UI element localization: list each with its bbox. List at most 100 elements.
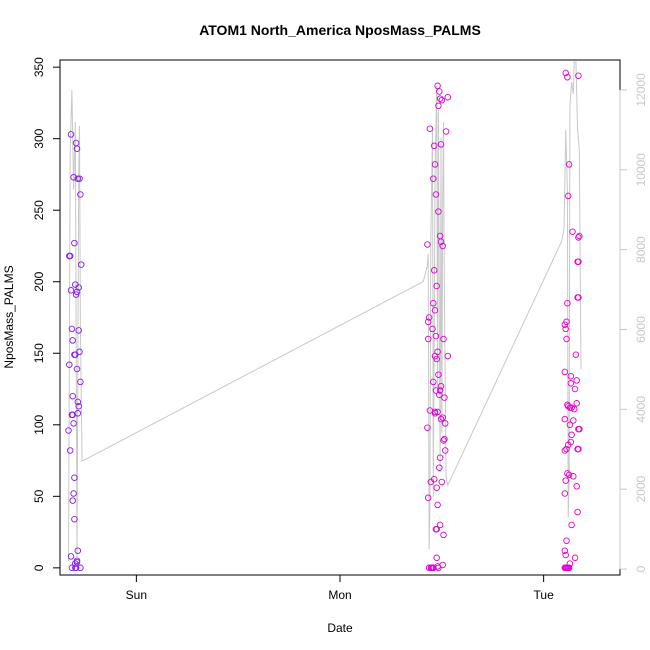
- data-point: [439, 414, 446, 421]
- data-point: [438, 96, 446, 104]
- y-tick-label: 200: [32, 271, 46, 291]
- data-point: [424, 318, 432, 326]
- data-point: [564, 192, 572, 200]
- data-point: [562, 477, 569, 484]
- y-tick-label: 250: [32, 200, 46, 220]
- data-point: [73, 288, 81, 296]
- data-point: [75, 402, 82, 410]
- x-tick-label: Sun: [126, 588, 147, 602]
- data-point: [565, 471, 573, 479]
- data-point: [563, 335, 570, 343]
- data-point: [70, 420, 77, 427]
- data-point: [435, 102, 442, 110]
- data-point: [433, 282, 440, 290]
- data-point: [570, 417, 577, 424]
- data-point: [575, 258, 582, 265]
- plot-frame: [59, 59, 621, 576]
- y-tick-label: 300: [32, 128, 46, 148]
- data-point: [426, 125, 434, 132]
- data-point: [562, 69, 569, 77]
- data-point: [562, 551, 569, 559]
- data-point: [433, 525, 440, 533]
- data-point: [431, 408, 439, 416]
- data-point: [67, 131, 75, 138]
- data-point: [429, 325, 436, 333]
- data-point: [68, 325, 76, 333]
- y2-tick-label: 6000: [634, 316, 648, 343]
- data-point: [430, 142, 438, 150]
- data-point: [71, 239, 78, 247]
- data-point: [435, 371, 442, 378]
- data-point: [571, 385, 579, 393]
- data-point: [73, 365, 81, 373]
- data-point: [564, 470, 571, 477]
- data-point: [424, 424, 431, 431]
- data-point: [575, 72, 582, 79]
- data-point: [433, 355, 440, 363]
- data-point: [441, 420, 449, 427]
- data-point: [433, 484, 440, 491]
- data-point: [430, 378, 437, 386]
- data-point: [573, 377, 580, 384]
- data-point: [573, 400, 580, 407]
- data-point: [67, 287, 75, 294]
- data-point: [436, 95, 444, 102]
- data-point: [563, 445, 570, 453]
- data-point: [77, 261, 85, 268]
- data-point: [437, 238, 445, 245]
- grey-line-series: [68, 61, 582, 562]
- data-point: [441, 447, 449, 454]
- data-point: [436, 521, 444, 529]
- data-point: [439, 561, 446, 569]
- data-point: [442, 128, 450, 135]
- data-point: [436, 454, 444, 461]
- data-point: [438, 478, 446, 486]
- y2-tick-label: 10000: [634, 153, 648, 187]
- data-point: [561, 321, 569, 328]
- data-point: [439, 242, 446, 250]
- data-point: [570, 473, 577, 480]
- y-tick-label: 100: [32, 414, 46, 434]
- data-point: [434, 82, 441, 90]
- data-point: [437, 382, 445, 390]
- data-point: [574, 508, 581, 516]
- x-tick-label: Mon: [328, 588, 351, 602]
- data-point: [440, 335, 447, 343]
- y2-tick-label: 0: [634, 565, 648, 572]
- data-point: [561, 447, 569, 454]
- x-axis: Sun Mon Tue: [126, 574, 554, 602]
- data-point: [74, 175, 82, 182]
- data-point: [424, 241, 431, 248]
- data-point: [73, 557, 81, 564]
- data-point: [70, 174, 77, 181]
- data-point: [76, 175, 83, 182]
- chart-title: ATOM1 North_America NposMass_PALMS: [199, 22, 481, 38]
- data-point: [74, 410, 82, 417]
- data-point: [430, 475, 438, 483]
- y2-tick-label: 4000: [634, 396, 648, 423]
- data-point: [432, 387, 440, 394]
- data-point: [67, 553, 75, 560]
- data-point: [437, 415, 445, 423]
- y-tick-label: 50: [32, 489, 46, 503]
- data-point: [432, 191, 440, 198]
- y-axis-left: 0 50 100 150 200 250 300 350: [32, 57, 61, 571]
- y-tick-label: 150: [32, 343, 46, 363]
- y-axis-label: NposMass_PALMS: [2, 265, 16, 368]
- data-point: [561, 490, 569, 497]
- data-point: [75, 284, 82, 291]
- data-point: [576, 425, 583, 433]
- data-point: [65, 427, 72, 434]
- data-point: [568, 521, 575, 529]
- data-point: [430, 267, 438, 274]
- data-point: [441, 435, 448, 443]
- data-point: [77, 564, 84, 572]
- data-point: [69, 392, 76, 400]
- data-point: [425, 564, 433, 572]
- data-point: [73, 145, 81, 152]
- data-point: [72, 139, 80, 147]
- data-point: [431, 307, 439, 314]
- data-point: [430, 175, 437, 182]
